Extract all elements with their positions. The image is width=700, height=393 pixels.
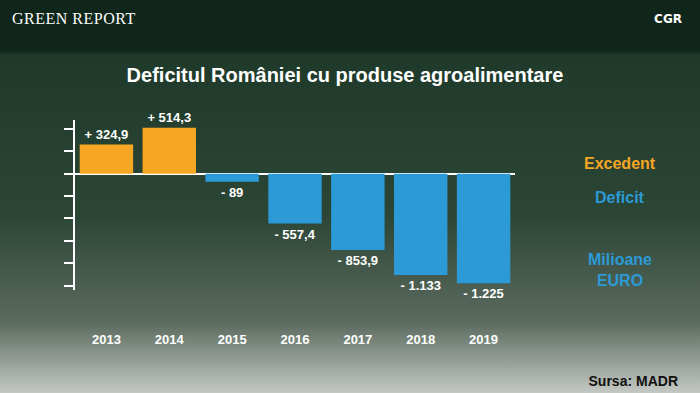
- svg-text:+ 514,3: + 514,3: [147, 110, 191, 125]
- svg-text:Deficit: Deficit: [595, 189, 645, 206]
- svg-text:MilioaneEURO: MilioaneEURO: [588, 251, 652, 289]
- svg-text:2019: 2019: [469, 332, 498, 347]
- html-text:GREEN REPORT: GREEN REPORT: [12, 10, 136, 27]
- svg-text:2015: 2015: [218, 332, 247, 347]
- svg-text:2018: 2018: [406, 332, 435, 347]
- svg-text:- 557,4: - 557,4: [274, 227, 315, 242]
- svg-text:2014: 2014: [155, 332, 185, 347]
- svg-text:- 1.133: - 1.133: [400, 278, 440, 293]
- svg-text:+ 324,9: + 324,9: [85, 127, 129, 142]
- html-text:Sursa: MADR: Sursa: MADR: [588, 373, 678, 389]
- svg-text:2013: 2013: [92, 332, 121, 347]
- svg-text:- 1.225: - 1.225: [463, 286, 503, 301]
- svg-text:2017: 2017: [343, 332, 372, 347]
- svg-text:Deficitul României cu produse: Deficitul României cu produse agroalimen…: [127, 64, 564, 86]
- svg-text:Excedent: Excedent: [584, 155, 656, 172]
- svg-text:- 853,9: - 853,9: [338, 253, 378, 268]
- svg-text:- 89: - 89: [221, 185, 243, 200]
- svg-text:2016: 2016: [281, 332, 310, 347]
- html-text:CGR: CGR: [654, 12, 682, 26]
